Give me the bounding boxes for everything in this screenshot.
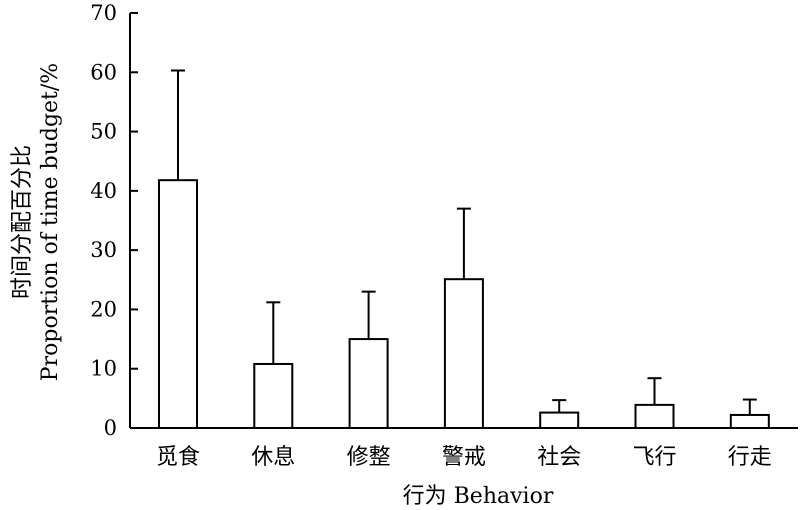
bars — [158, 179, 770, 430]
y-axis: 0 10 20 30 40 50 60 70 — [90, 1, 138, 440]
bar — [729, 413, 770, 430]
x-tick-label: 警戒 — [442, 445, 486, 470]
bar — [348, 338, 389, 430]
y-tick-label: 60 — [90, 60, 117, 84]
x-tick-label: 休息 — [251, 445, 295, 470]
bar — [158, 179, 198, 429]
y-tick-label: 10 — [90, 357, 117, 381]
x-tick-label: 飞行 — [632, 445, 676, 470]
y-axis-title-chinese: 时间分配百分比 — [10, 145, 35, 299]
bar — [539, 411, 580, 430]
y-tick-label: 70 — [90, 1, 117, 25]
bar — [634, 403, 675, 429]
x-tick-label: 行走 — [728, 445, 772, 470]
error-bars — [171, 69, 757, 415]
y-axis-title-english: Proportion of time budget/% — [38, 63, 63, 381]
y-tick-label: 20 — [90, 297, 117, 321]
y-tick-label: 50 — [90, 120, 117, 144]
x-tick-label: 修整 — [347, 445, 391, 470]
y-tick-label: 30 — [90, 238, 117, 262]
x-axis-title: 行为 Behavior — [403, 484, 554, 509]
x-tick-label: 社会 — [537, 445, 581, 470]
y-tick-label: 40 — [90, 179, 117, 203]
bar — [443, 278, 484, 430]
y-tick-label: 0 — [104, 416, 117, 440]
bar — [253, 362, 294, 430]
x-tick-label: 觅食 — [156, 445, 200, 470]
x-axis: 觅食 休息 修整 警戒 社会 飞行 行走 — [130, 427, 798, 470]
